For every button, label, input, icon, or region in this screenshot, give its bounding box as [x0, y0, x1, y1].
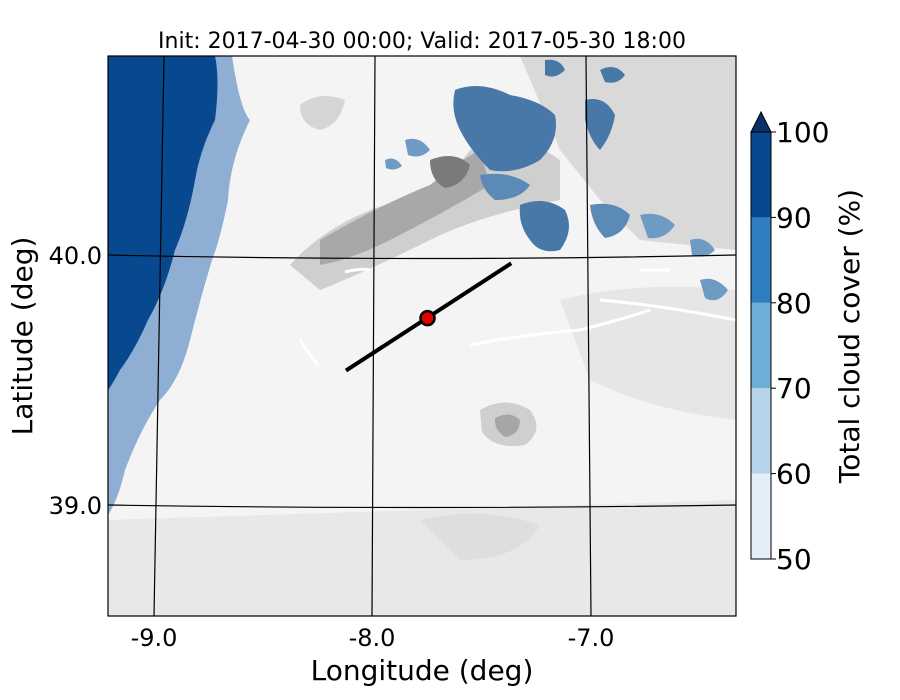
x-tick-label: -9.0 — [131, 624, 178, 652]
colorbar-tick-label: 80 — [776, 287, 812, 320]
colorbar-band — [751, 217, 771, 303]
y-axis: 40.0 39.0 Latitude (deg) — [6, 237, 102, 520]
figure-title: Init: 2017-04-30 00:00; Valid: 2017-05-3… — [158, 29, 686, 54]
y-tick-label: 39.0 — [49, 492, 102, 520]
colorbar-band — [751, 388, 771, 474]
colorbar-frame — [750, 131, 772, 560]
map-area — [108, 56, 736, 616]
colorbar-band — [751, 132, 771, 218]
colorbar-tick-label: 50 — [776, 543, 812, 576]
ocean-cloud-cover — [108, 56, 218, 390]
graticule — [108, 56, 736, 616]
colorbar-tick-label: 70 — [776, 372, 812, 405]
colorbar-tick-label: 90 — [776, 201, 812, 234]
colorbar-bands — [751, 132, 771, 559]
colorbar-band — [751, 302, 771, 389]
colorbar-label: Total cloud cover (%) — [833, 189, 866, 484]
y-tick-label: 40.0 — [49, 242, 102, 270]
x-axis: -9.0 -8.0 -7.0 Longitude (deg) — [131, 624, 615, 687]
terrain-shading — [108, 56, 736, 616]
inland-cloud-patches — [385, 59, 728, 301]
x-axis-label: Longitude (deg) — [311, 654, 534, 687]
site-marker — [419, 309, 436, 327]
colorbar-extend-arrow — [750, 110, 772, 133]
x-tick-label: -7.0 — [568, 624, 615, 652]
colorbar-tick-label: 100 — [776, 116, 829, 149]
colorbar-tick-label: 60 — [776, 458, 812, 491]
colorbar-band — [751, 473, 771, 559]
colorbar: 50 60 70 80 90 100 Total cloud cover (%) — [750, 110, 866, 576]
river-traces — [298, 267, 736, 366]
map-frame — [107, 55, 737, 617]
y-axis-label: Latitude (deg) — [6, 237, 39, 436]
x-tick-label: -8.0 — [349, 624, 396, 652]
colorbar-ticks: 50 60 70 80 90 100 — [771, 116, 829, 576]
